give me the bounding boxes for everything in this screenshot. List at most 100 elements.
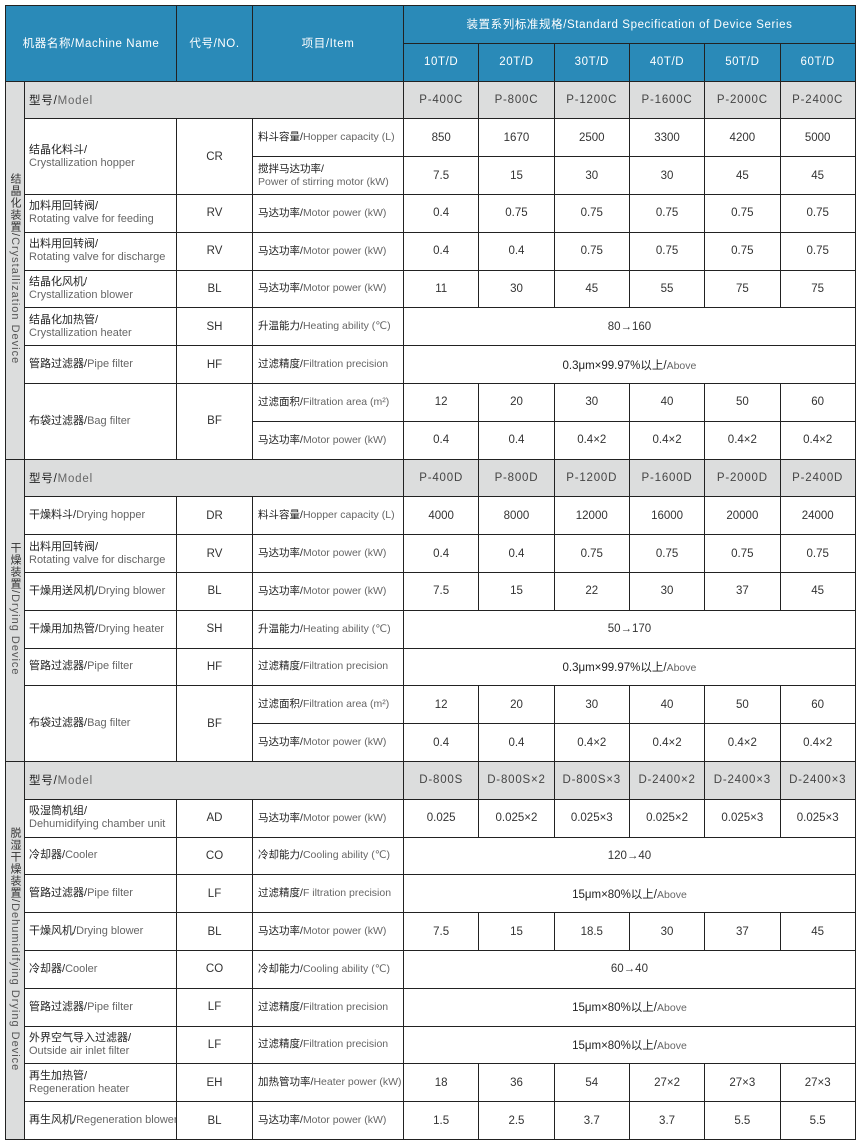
spec-value-en: Above [657,1039,687,1052]
machine-name: 外界空气导入过滤器/Outside air inlet filter [23,1025,178,1065]
spec-value-en: Above [657,1002,687,1015]
table-row: 再生风机/Regeneration blower BL 马达功率/Motor pow… [6,1101,856,1140]
table-row: 吸湿筒机组/Dehumidifying chamber unit AD 马达功率/M… [6,798,856,838]
spec-value: 0.4×2 [628,723,706,762]
item-label: 马达功率/Motor power (kW) [252,231,405,271]
spec-value: 0.75 [704,534,781,573]
machine-name-en: Drying heater [98,622,165,635]
item-label-cn: 马达功率/ [258,244,303,257]
item-label: 马达功率/Motor power (kW) [252,1101,405,1140]
item-label-en: Filtration area (m²) [302,698,390,711]
machine-name: 管路过滤器/Pipe filter [23,345,178,384]
spec-value: 0.75 [779,193,856,233]
spec-value: 0.75 [553,534,630,573]
machine-name: 布袋过滤器/Bag filter [23,382,178,460]
spec-value: 54 [553,1063,630,1103]
machine-name-cn: 干燥用加热管/ [29,622,99,635]
item-label-cn: 升温能力/ [258,320,303,333]
item-label-cn: 过滤精度/ [258,1038,303,1051]
item-label: 过滤面积/Filtration area (m²) [252,685,405,725]
spec-value: 0.4 [403,420,480,460]
table-row: 冷却器/Cooler CO 冷却能力/Cooling ability (℃) 60→4… [6,949,856,989]
spec-value: 30 [553,156,630,195]
spec-value: 8000 [478,496,555,536]
item-label-en: Motor power (kW) [302,282,387,295]
machine-name: 冷却器/Cooler [23,949,178,989]
spec-value: 30 [628,912,706,951]
item-label: 升温能力/Heating ability (℃) [252,307,405,347]
spec-value: 50 [704,382,781,422]
machine-name-en: Regeneration heater [29,1082,130,1095]
spec-value: 0.025×2 [478,798,555,838]
table-row: 结晶化风机/Crystallization blower BL 马达功率/Motor… [6,269,856,309]
machine-name: 管路过滤器/Pipe filter [23,987,178,1027]
spec-value: 12 [403,685,480,725]
item-label-en: Heating ability (℃) [302,622,391,635]
spec-value: 27×2 [628,1063,706,1103]
spec-value: 15 [478,156,555,195]
machine-name-en: Crystallization blower [29,288,133,301]
table-row: 干燥用送风机/Drying blower BL 马达功率/Motor power (… [6,571,856,611]
spec-value: 5.5 [779,1101,856,1140]
spec-value: 20 [478,382,555,422]
item-label-en: Motor power (kW) [302,811,387,824]
item-label: 马达功率/Motor power (kW) [252,798,405,838]
header-code: 代号/NO. [176,5,254,82]
table-row: 出料用回转阀/Rotating valve for discharge RV 马达功… [6,534,856,573]
item-label-en: Motor power (kW) [302,433,387,446]
spec-value: 1670 [478,118,555,158]
model-value: P-800D [478,458,555,498]
machine-name-cn: 布袋过滤器/ [29,717,88,730]
machine-name-cn: 结晶化料斗/ [29,143,88,156]
spec-value: 0.75 [553,193,630,233]
spec-value: 0.025×3 [704,798,781,838]
model-label: 型号/Model [23,80,405,120]
table-row: 结晶化加热管/Crystallization heater SH 升温能力/Heat… [6,307,856,347]
model-value: D-2400×2 [628,760,706,800]
item-label: 料斗容量/Hopper capacity (L) [252,118,405,158]
spec-value: 20000 [704,496,781,536]
spec-value: 18 [403,1063,480,1103]
machine-code: CO [176,949,254,989]
spec-value: 0.75 [628,534,706,573]
machine-name: 出料用回转阀/Rotating valve for discharge [23,534,178,573]
header-capacity: 40T/D [628,42,706,82]
machine-name-cn: 再生风机/ [29,1114,77,1126]
table-row: 出料用回转阀/Rotating valve for discharge RV 马达功… [6,231,856,271]
spec-value: 7.5 [403,156,480,195]
machine-name-cn: 出料用回转阀/ [29,238,99,251]
item-label: 过滤面积/Filtration area (m²) [252,382,405,422]
machine-code: SH [176,307,254,347]
item-label: 马达功率/Motor power (kW) [252,912,405,951]
model-value: D-800S [403,760,480,800]
item-label: 马达功率/Motor power (kW) [252,723,405,762]
item-label: 冷却能力/Cooling ability (℃) [252,949,405,989]
spec-value: 0.4×2 [779,723,856,762]
table-row: 布袋过滤器/Bag filter BF 过滤面积/Filtration area (… [6,382,856,460]
spec-value: 2.5 [478,1101,555,1140]
item-label-en: Power of stirring motor (kW) [258,175,389,188]
machine-name-en: Outside air inlet filter [29,1044,130,1057]
item-label: 过滤精度/Filtration precision [252,1025,405,1065]
spec-value: 1.5 [403,1101,480,1140]
machine-name-en: Regeneration blower [76,1114,177,1126]
machine-name: 干燥用加热管/Drying heater [23,609,178,649]
machine-name: 结晶化风机/Crystallization blower [23,269,178,309]
machine-code: HF [176,647,254,687]
item-label-en: Motor power (kW) [302,547,387,560]
spec-value: 0.75 [628,193,706,233]
item-label: 马达功率/Motor power (kW) [252,269,405,309]
spec-value: 15 [478,912,555,951]
section-label-en: Crystallization Device [9,237,21,365]
section-label-text: 结晶化装置/Crystallization Device [7,173,23,364]
spec-value: 0.025×3 [553,798,630,838]
spec-value-all: 15μm×80%以上/Above [403,987,856,1027]
spec-value: 45 [779,912,856,951]
table-row: 干燥用加热管/Drying heater SH 升温能力/Heating abili… [6,609,856,649]
item-label: 加热管功率/Heater power (kW) [252,1063,405,1103]
model-label-en: Model [57,472,93,485]
machine-name-en: Drying blower [98,584,166,597]
spec-value: 0.4 [478,723,555,762]
machine-code: RV [176,534,254,573]
spec-value-all: 15μm×80%以上/Above [403,1025,856,1065]
